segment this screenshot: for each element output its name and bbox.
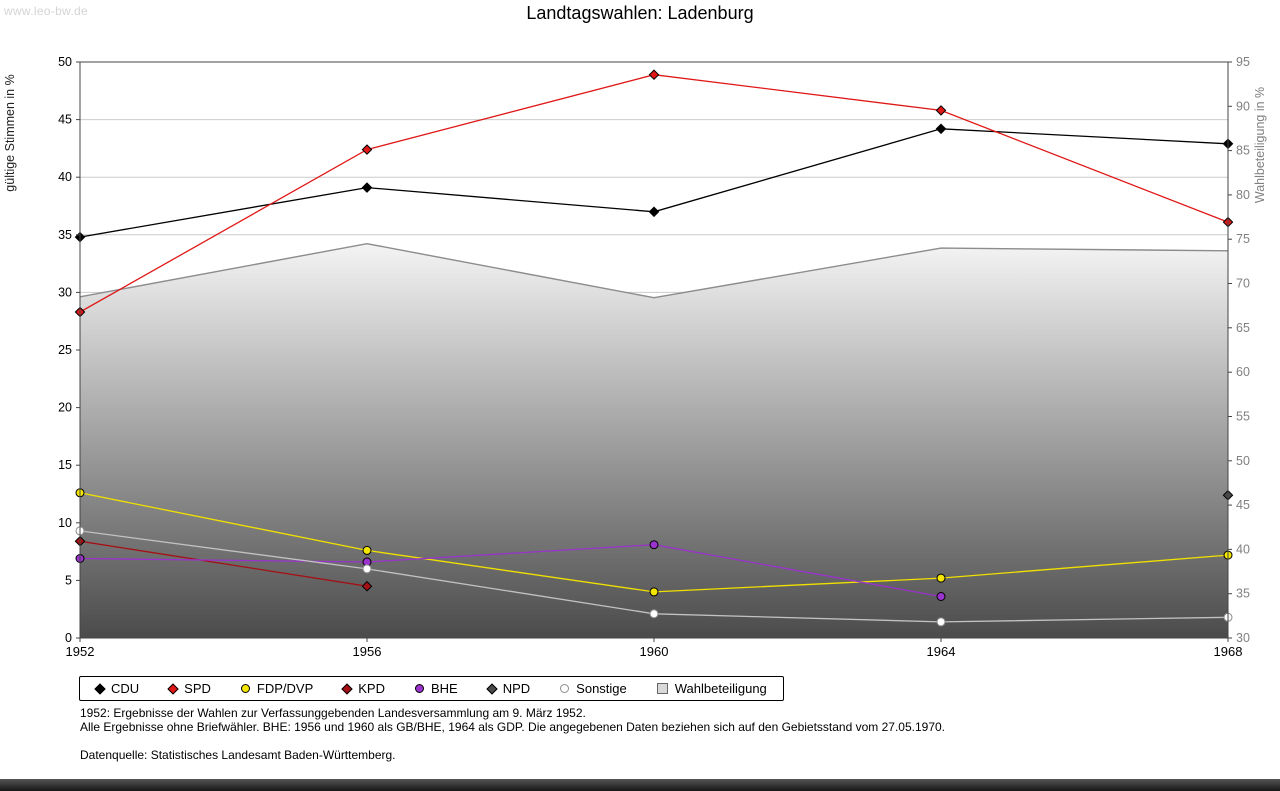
svg-text:50: 50 <box>58 55 72 69</box>
svg-text:1956: 1956 <box>353 644 382 659</box>
legend-item-kpd: KPD <box>341 681 385 696</box>
diamond-marker-icon <box>94 682 106 695</box>
watermark: www.leo-bw.de <box>4 4 88 18</box>
circle-marker-icon <box>414 684 424 693</box>
svg-text:15: 15 <box>58 458 72 472</box>
svg-text:50: 50 <box>1236 454 1250 468</box>
circle-marker-icon <box>240 684 250 693</box>
series-kpd <box>74 535 373 592</box>
svg-text:10: 10 <box>58 516 72 530</box>
svg-text:95: 95 <box>1236 55 1250 69</box>
svg-text:40: 40 <box>1236 542 1250 556</box>
footnote-line-1: 1952: Ergebnisse der Wahlen zur Verfassu… <box>80 706 586 720</box>
svg-text:1952: 1952 <box>66 644 95 659</box>
chart-title: Landtagswahlen: Ladenburg <box>526 3 754 23</box>
left-axis: 0 5 10 15 20 25 30 35 40 45 50 gültige Stimmen in % <box>3 55 80 645</box>
bottom-bar <box>0 779 1280 791</box>
svg-text:Wahlbeteiligung in %: Wahlbeteiligung in % <box>1253 87 1267 203</box>
legend-item-cdu: CDU <box>94 681 140 696</box>
svg-text:20: 20 <box>58 401 72 415</box>
legend-item-bhe: BHE <box>414 681 458 696</box>
diamond-marker-icon <box>167 682 179 695</box>
svg-text:90: 90 <box>1236 99 1250 113</box>
series-sonstige <box>75 526 1233 627</box>
svg-text:45: 45 <box>58 113 72 127</box>
svg-text:80: 80 <box>1236 188 1250 202</box>
diamond-marker-icon <box>341 682 353 695</box>
svg-text:0: 0 <box>65 631 72 645</box>
svg-text:75: 75 <box>1236 232 1250 246</box>
series-cdu <box>74 123 1234 243</box>
legend-item-label: KPD <box>358 681 385 696</box>
svg-text:1964: 1964 <box>927 644 956 659</box>
svg-text:25: 25 <box>58 343 72 357</box>
svg-text:30: 30 <box>58 285 72 299</box>
legend-item-label: SPD <box>184 681 211 696</box>
svg-text:30: 30 <box>1236 631 1250 645</box>
right-axis: 30 35 40 45 50 55 60 65 70 75 80 85 90 95 Wahlbeteilig… <box>1228 55 1267 645</box>
svg-text:1968: 1968 <box>1214 644 1243 659</box>
legend-item-label: Wahlbeteiligung <box>674 681 767 696</box>
legend-item-sonstige: Sonstige <box>560 681 627 696</box>
footnote-line-2: Alle Ergebnisse ohne Briefwähler. BHE: 1… <box>80 719 946 734</box>
diamond-marker-icon <box>486 682 498 695</box>
legend-item-npd: NPD <box>486 681 531 696</box>
legend-item-label: Sonstige <box>576 681 627 696</box>
svg-text:70: 70 <box>1236 277 1250 291</box>
svg-text:40: 40 <box>58 170 72 184</box>
circle-marker-icon <box>560 684 570 693</box>
legend-item-label: NPD <box>502 681 531 696</box>
legend-item-label: CDU <box>111 681 140 696</box>
svg-text:65: 65 <box>1236 321 1250 335</box>
legend-item-spd: SPD <box>167 681 211 696</box>
svg-text:60: 60 <box>1236 365 1250 379</box>
svg-text:35: 35 <box>58 228 72 242</box>
legend-item-label: BHE <box>430 681 458 696</box>
svg-text:35: 35 <box>1236 587 1250 601</box>
svg-text:55: 55 <box>1236 410 1250 424</box>
x-axis: 1952 1956 1960 1964 1968 <box>66 638 1243 659</box>
legend: CDU SPD FDP/DVP KPD BHE NPD Sonstige Wahlbeteil… <box>79 676 784 701</box>
footnote-source: Datenquelle: Statistisches Landesamt Bad… <box>80 748 396 762</box>
footnotes: 1952: Ergebnisse der Wahlen zur Verfassu… <box>80 706 946 763</box>
svg-text:5: 5 <box>65 573 72 587</box>
svg-text:gültige Stimmen in %: gültige Stimmen in % <box>3 74 17 191</box>
legend-item-wahlbeteiligung: Wahlbeteiligung <box>656 681 767 696</box>
election-results-chart: 0 5 10 15 20 25 30 35 40 45 50 gültige Stimmen in %… <box>3 55 1267 659</box>
turnout-area <box>79 242 1229 638</box>
svg-text:1960: 1960 <box>640 644 669 659</box>
svg-text:85: 85 <box>1236 144 1250 158</box>
svg-text:45: 45 <box>1236 498 1250 512</box>
square-marker-icon <box>656 683 668 694</box>
legend-item-label: FDP/DVP <box>256 681 314 696</box>
legend-item-fdp-dvp: FDP/DVP <box>240 681 314 696</box>
